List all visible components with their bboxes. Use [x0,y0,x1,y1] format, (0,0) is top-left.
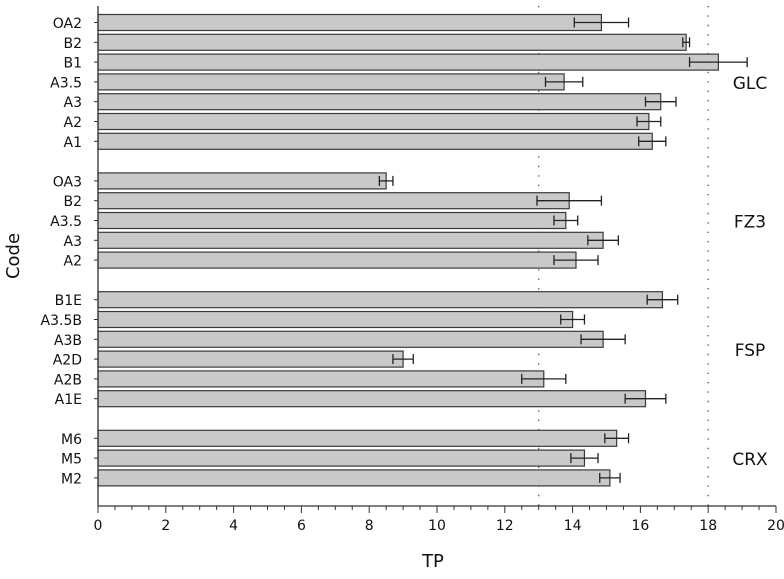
x-tick-label: 0 [94,518,103,534]
category-label: M6 [61,432,82,448]
bar-GLC-B2 [97,33,687,51]
bar-CRX-M5 [97,449,586,467]
x-tick-label: 8 [365,518,374,534]
x-tick-label: 20 [767,518,784,534]
category-label: A3.5 [50,214,82,230]
x-tick-label: 12 [496,518,514,534]
bar-FZ3-A3 [97,231,604,249]
category-label: A2D [53,353,82,369]
category-label: B1 [63,56,82,72]
bar-GLC-A3.5 [97,73,565,91]
bar-FZ3-B2 [97,192,570,210]
category-label: M5 [61,452,82,468]
axes-layer: OA2 B2 B1 A3.5 A3 A2 A1 GLC OA3 B2 A3.5 A3 A2 FZ3 B1E A… [41,6,784,534]
group-label-GLC: GLC [733,74,768,94]
bar-FSP-A2D [97,350,404,368]
category-label: OA2 [53,16,82,32]
x-tick-label: 10 [428,518,446,534]
x-axis-title: TP [421,551,444,572]
group-label-FZ3: FZ3 [734,213,766,233]
bar-FZ3-A3.5 [97,211,567,230]
category-label: A1 [64,135,82,151]
bar-CRX-M2 [97,469,611,487]
bar-FZ3-OA3 [97,172,387,190]
bar-GLC-A3 [97,93,662,111]
category-label: A3B [54,333,82,349]
x-tick-label: 18 [699,518,717,534]
category-label: OA3 [53,174,82,190]
x-tick-label: 16 [631,518,649,534]
category-label: A2B [54,372,82,388]
category-label: A3.5 [50,75,82,91]
bar-FSP-A2B [97,370,545,388]
bar-GLC-B1 [97,53,719,71]
category-label: A3 [64,234,82,250]
bar-FSP-A3B [97,330,604,348]
group-label-FSP: FSP [735,341,766,361]
category-label: B1E [55,293,82,309]
group-label-CRX: CRX [732,450,768,470]
category-label: A2 [64,115,82,131]
bar-FSP-B1E [97,291,664,309]
x-tick-label: 14 [564,518,582,534]
x-tick-label: 2 [161,518,170,534]
category-label: A3 [64,95,82,111]
bar-FZ3-A2 [97,251,577,269]
category-label: B2 [63,36,82,52]
category-label: M2 [61,471,82,487]
bar-GLC-OA2 [97,13,603,32]
bar-FSP-A1E [97,390,647,408]
bar-CRX-M6 [97,429,618,447]
category-label: A1E [55,392,82,408]
category-label: A2 [64,254,82,270]
bar-GLC-A1 [97,132,653,150]
x-tick-label: 4 [229,518,238,534]
y-axis-title: Code [3,233,24,279]
bar-FSP-A3.5B [97,310,574,329]
x-tick-label: 6 [297,518,306,534]
bar-GLC-A2 [97,112,650,131]
bars-layer [97,13,748,487]
category-label: B2 [63,194,82,210]
category-label: A3.5B [41,313,82,329]
